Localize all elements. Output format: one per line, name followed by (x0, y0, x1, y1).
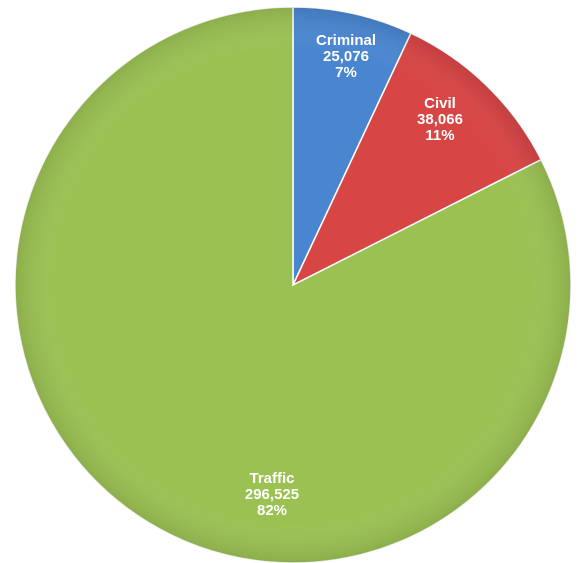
slice-percent-traffic: 82% (257, 502, 287, 519)
slice-name-traffic: Traffic (249, 470, 294, 487)
slice-label-traffic: Traffic 296,525 82% (245, 470, 299, 519)
slice-value-traffic: 296,525 (245, 486, 299, 503)
pie-labels: Criminal 25,076 7% Civil 38,066 11% Traffic 296… (245, 32, 463, 519)
slice-percent-criminal: 7% (335, 64, 357, 81)
slice-name-criminal: Criminal (316, 32, 376, 49)
slice-name-civil: Civil (424, 95, 456, 112)
slice-value-criminal: 25,076 (323, 48, 369, 65)
slice-label-civil: Civil 38,066 11% (417, 95, 463, 144)
slice-value-civil: 38,066 (417, 111, 463, 128)
slice-percent-civil: 11% (425, 127, 454, 144)
slice-label-criminal: Criminal 25,076 7% (316, 32, 376, 81)
